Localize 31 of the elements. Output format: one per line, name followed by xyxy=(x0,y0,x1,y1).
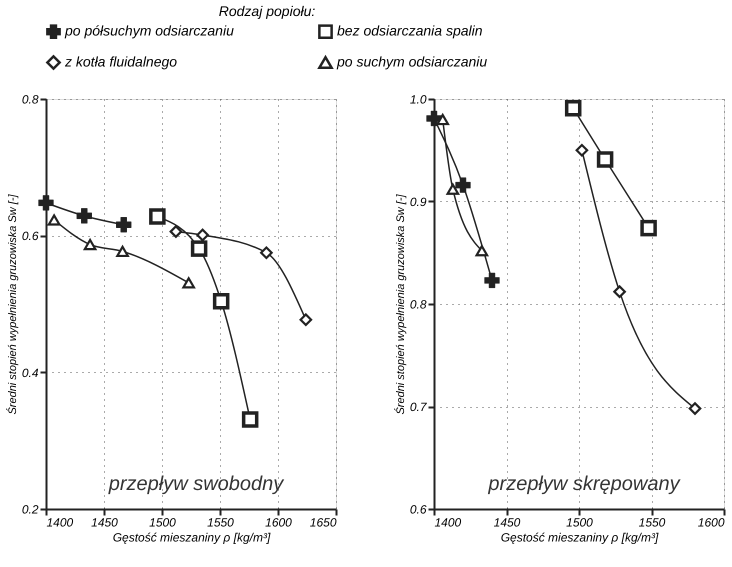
x-tick-label: 1550 xyxy=(638,516,666,530)
y-axis-title: Średni stopień wypełnienia gruzowiska Sw [-] xyxy=(394,194,407,415)
legend-label: po półsuchym odsiarczaniu xyxy=(64,22,234,39)
y-tick-label: 0.8 xyxy=(410,298,427,312)
x-tick-label: 1450 xyxy=(91,516,118,530)
annotation: przepływ swobodny xyxy=(108,473,284,495)
y-tick-label: 0.9 xyxy=(410,195,427,209)
y-tick-label: 0.7 xyxy=(410,400,428,414)
y-tick-label: 0.6 xyxy=(22,229,39,244)
y-tick-label: 0.6 xyxy=(410,502,427,516)
x-tick-label: 1500 xyxy=(149,516,176,530)
y-tick-label: 0.4 xyxy=(22,366,39,380)
x-axis-title: Gęstość mieszaniny ρ [kg/m³] xyxy=(500,530,659,544)
x-tick-label: 1450 xyxy=(494,516,521,530)
x-tick-label: 1400 xyxy=(46,516,74,530)
legend-title: Rodzaj popiołu: xyxy=(218,3,316,19)
x-tick-label: 1650 xyxy=(310,516,337,530)
legend-label: po suchym odsiarczaniu xyxy=(336,54,488,70)
legend-label: bez odsiarczania spalin xyxy=(337,22,483,39)
x-tick-label: 1600 xyxy=(698,516,725,530)
y-tick-label: 1.0 xyxy=(410,92,427,106)
x-axis-title: Gęstość mieszaniny ρ [kg/m³] xyxy=(112,530,271,544)
annotation: przepływ skrępowany xyxy=(487,473,681,495)
x-tick-label: 1550 xyxy=(207,516,234,530)
legend-label: z kotła fluidalnego xyxy=(64,54,178,70)
x-tick-label: 1400 xyxy=(434,516,462,530)
y-tick-label: 0.2 xyxy=(22,502,39,516)
y-axis-title: Średni stopień wypełnienia gruzowiska Sw [-] xyxy=(6,194,19,415)
y-tick-label: 0.8 xyxy=(22,92,39,106)
x-tick-label: 1500 xyxy=(566,516,594,530)
x-tick-label: 1600 xyxy=(265,516,292,530)
